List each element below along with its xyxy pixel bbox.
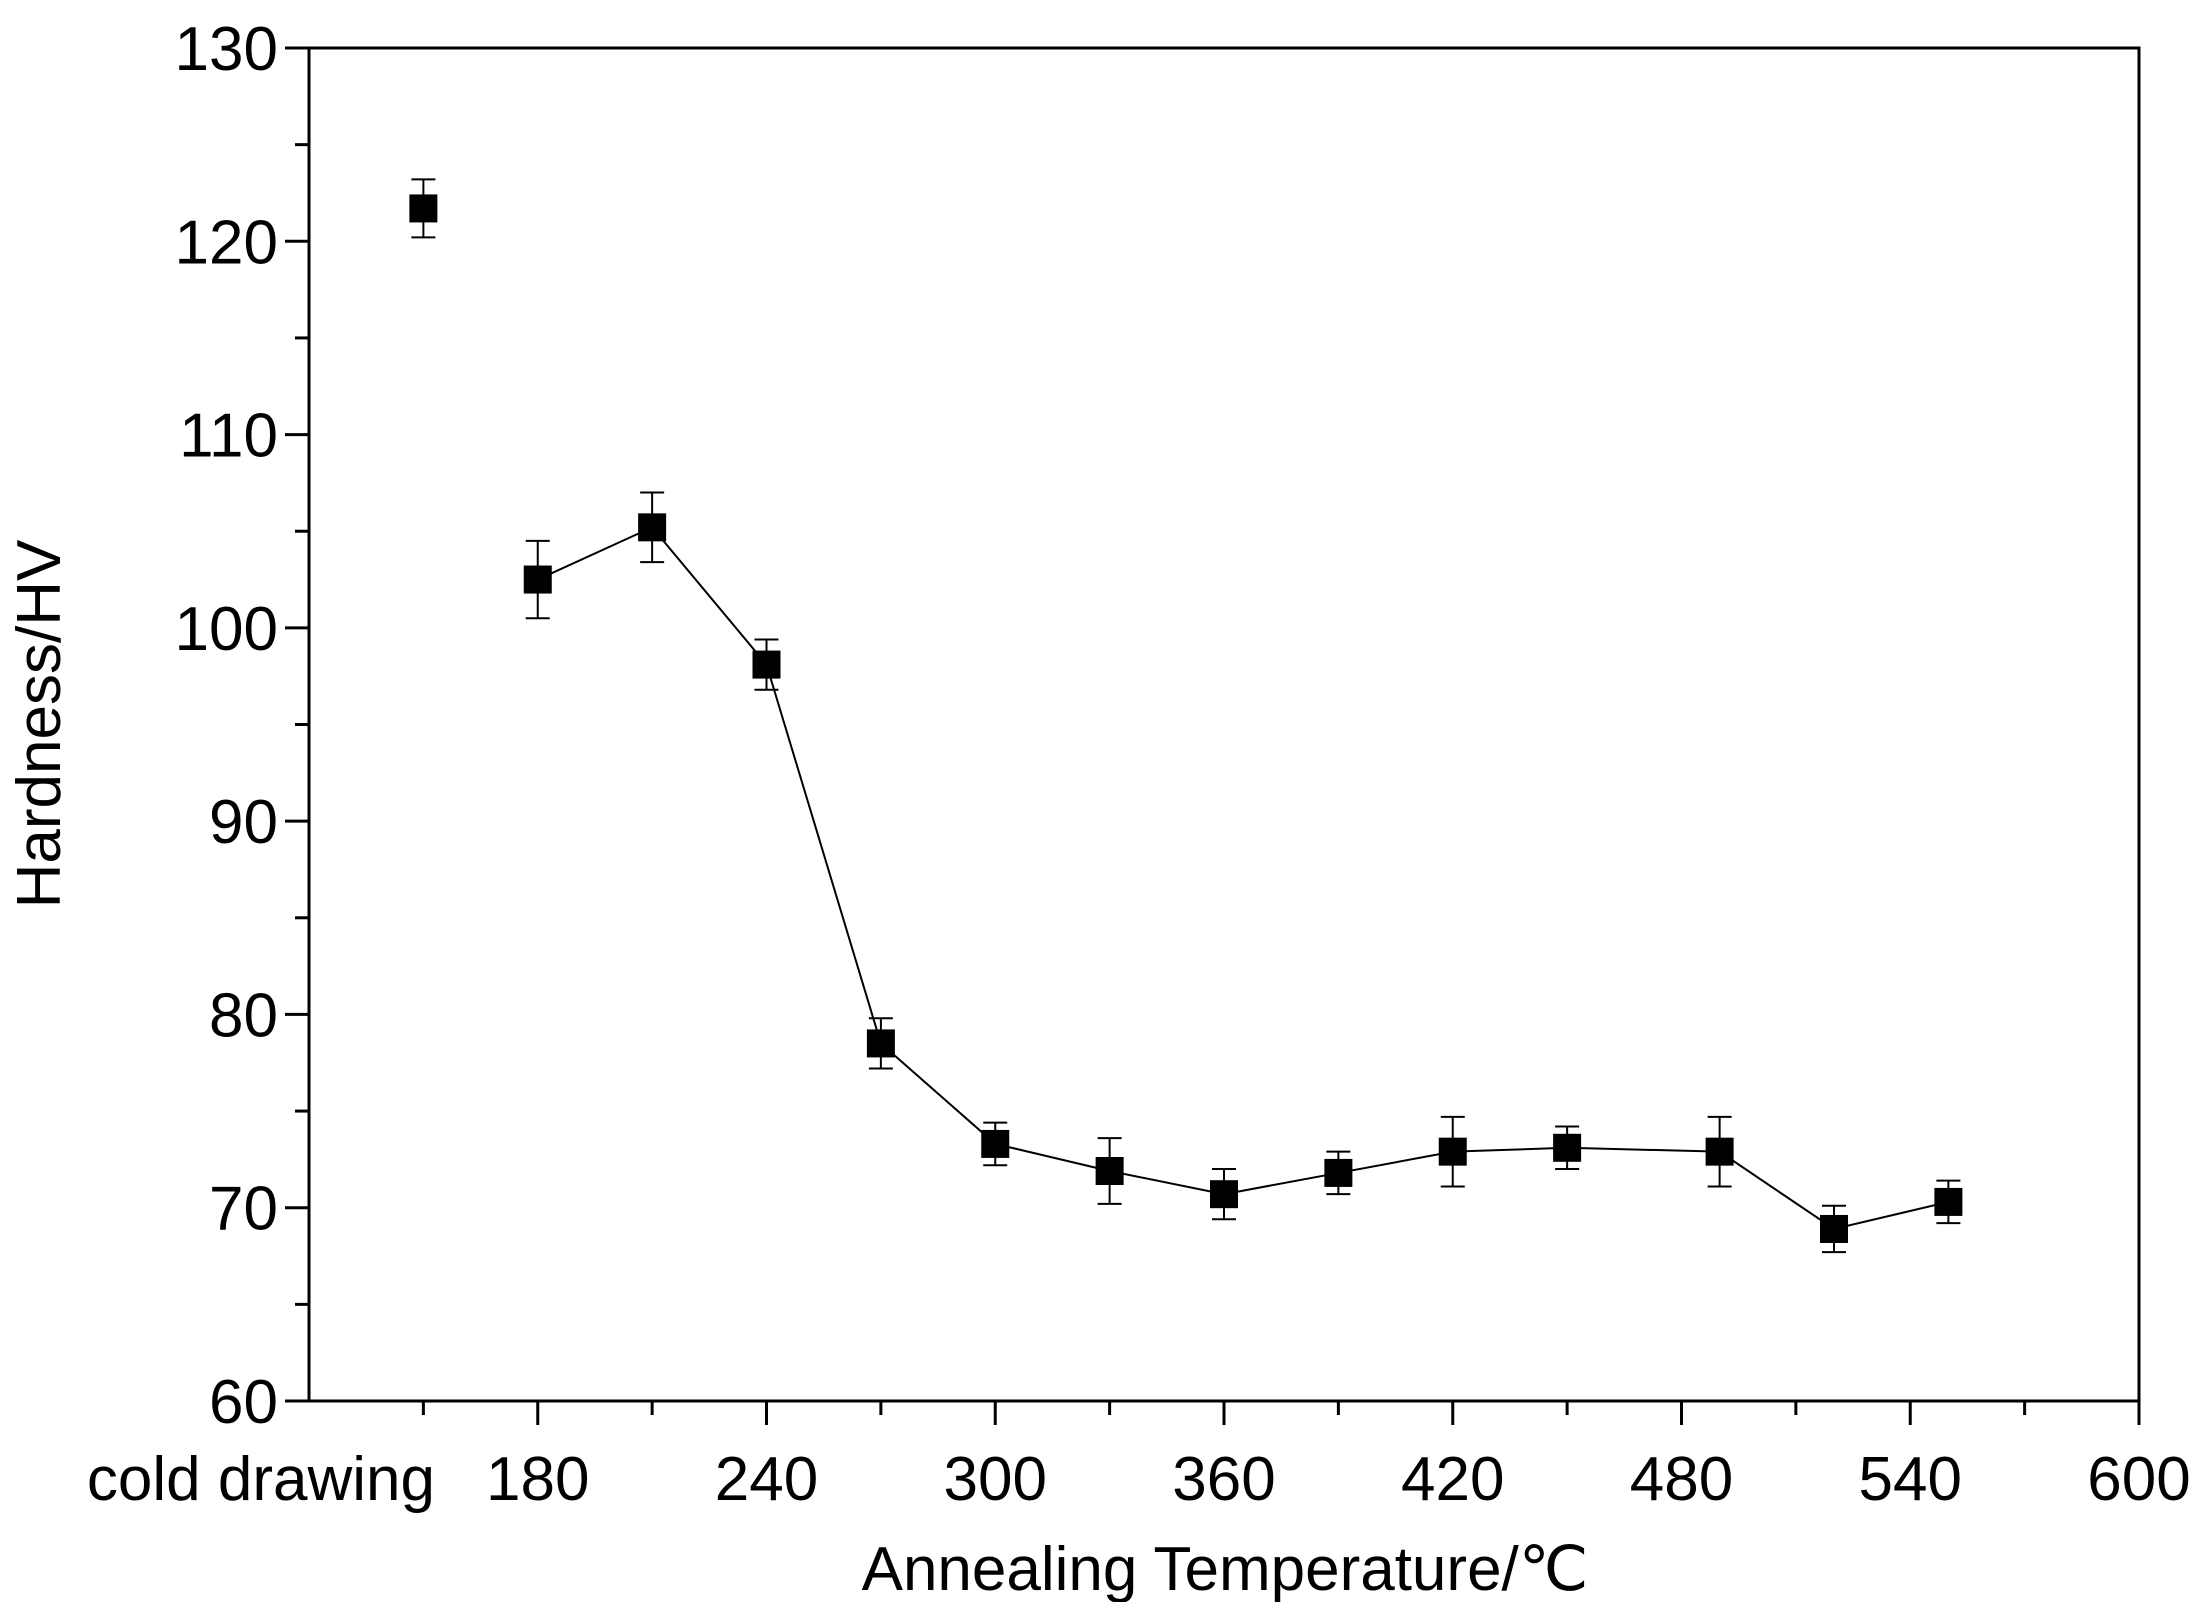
axis-ticks <box>285 46 2141 1425</box>
x-tick-label: 180 <box>486 1445 589 1514</box>
x-tick-label: 600 <box>2087 1445 2190 1514</box>
data-point-marker <box>1095 1156 1124 1185</box>
data-point-marker <box>1324 1158 1353 1187</box>
y-tick-label: 130 <box>175 15 278 84</box>
data-point-marker <box>1705 1137 1734 1166</box>
x-tick-label: 300 <box>944 1445 1047 1514</box>
x-tick-label: 360 <box>1172 1445 1275 1514</box>
axis-tick-labels: 180 240 300 360 420 480 540 600 60 70 80 90 100 110 12… <box>175 15 2191 1514</box>
y-tick-label: 70 <box>209 1175 278 1244</box>
x-tick-label: 480 <box>1630 1445 1733 1514</box>
data-point-marker <box>638 513 667 542</box>
y-axis-title: Hardness/HV <box>5 539 74 908</box>
series-line <box>537 526 1949 1231</box>
data-point-marker <box>1934 1187 1963 1216</box>
data-point-marker <box>981 1129 1010 1158</box>
x-category-label-cold-drawing: cold drawing <box>87 1445 435 1514</box>
cold-drawing-point-marker <box>409 194 438 223</box>
data-point-marker <box>1438 1137 1467 1166</box>
x-axis-title: Annealing Temperature/℃ <box>862 1535 1589 1602</box>
y-tick-label: 110 <box>179 402 278 471</box>
x-tick-label: 540 <box>1859 1445 1962 1514</box>
data-point-marker <box>1820 1214 1848 1243</box>
y-tick-label: 80 <box>209 981 278 1050</box>
series-layer <box>409 178 1963 1254</box>
data-point-marker <box>1210 1180 1238 1209</box>
data-point-marker <box>752 650 781 679</box>
x-tick-label: 420 <box>1401 1445 1504 1514</box>
y-tick-label: 120 <box>175 208 278 277</box>
data-point-marker <box>523 565 552 594</box>
data-point-marker <box>1553 1133 1582 1162</box>
x-tick-label: 240 <box>715 1445 818 1514</box>
data-point-marker <box>866 1029 895 1058</box>
y-tick-label: 60 <box>209 1368 278 1437</box>
y-tick-label: 90 <box>209 788 278 857</box>
y-tick-label: 100 <box>175 595 278 664</box>
